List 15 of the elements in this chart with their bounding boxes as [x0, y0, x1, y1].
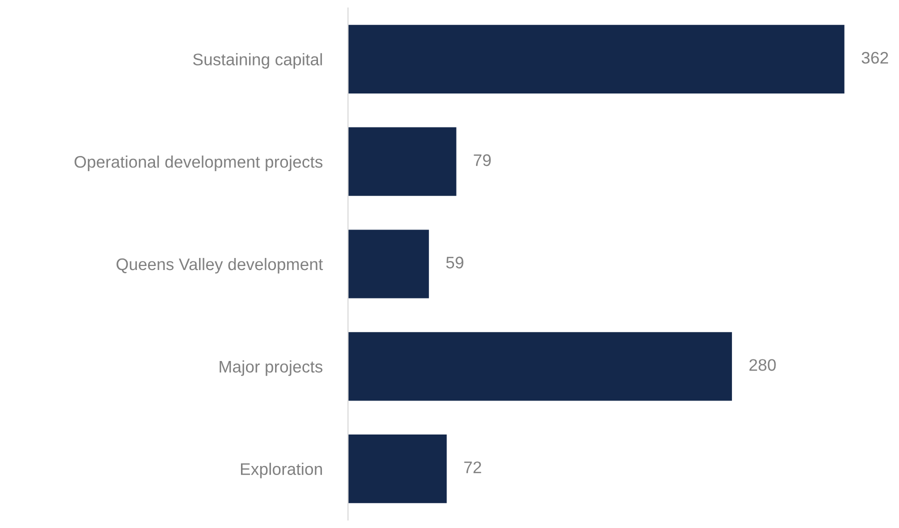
y-tick-label: Queens Valley development [116, 258, 323, 274]
data-label: 72 [464, 461, 482, 474]
data-label: 59 [446, 256, 464, 268]
data-label: 280 [749, 359, 776, 371]
y-tick-label: Major projects [220, 360, 322, 376]
bar [348, 434, 447, 504]
bar [348, 332, 732, 401]
y-tick-label: Operational development projects [74, 156, 322, 172]
y-tick-label: Exploration [240, 462, 322, 478]
bar [348, 230, 429, 298]
bar [348, 127, 456, 196]
bar [348, 24, 844, 94]
data-label: 362 [862, 52, 888, 64]
y-tick-label: Sustaining capital [193, 53, 322, 69]
data-label: 79 [474, 154, 491, 166]
